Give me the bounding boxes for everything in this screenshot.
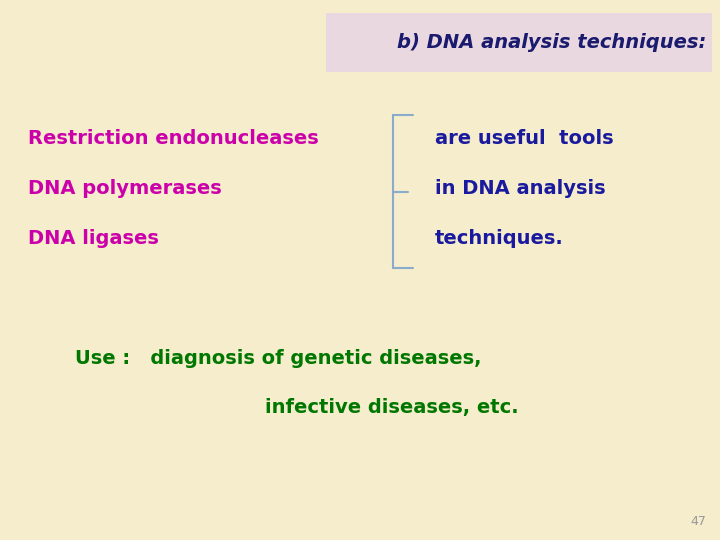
FancyBboxPatch shape bbox=[326, 13, 712, 72]
Text: Use :   diagnosis of genetic diseases,: Use : diagnosis of genetic diseases, bbox=[75, 348, 482, 368]
Text: DNA ligases: DNA ligases bbox=[28, 228, 159, 247]
Text: techniques.: techniques. bbox=[435, 228, 564, 247]
Text: are useful  tools: are useful tools bbox=[435, 129, 613, 147]
Text: 47: 47 bbox=[690, 515, 706, 528]
Text: DNA polymerases: DNA polymerases bbox=[28, 179, 222, 198]
Text: infective diseases, etc.: infective diseases, etc. bbox=[265, 399, 518, 417]
Text: in DNA analysis: in DNA analysis bbox=[435, 179, 606, 198]
Text: b) DNA analysis techniques:: b) DNA analysis techniques: bbox=[397, 33, 706, 52]
Text: Restriction endonucleases: Restriction endonucleases bbox=[28, 129, 319, 147]
